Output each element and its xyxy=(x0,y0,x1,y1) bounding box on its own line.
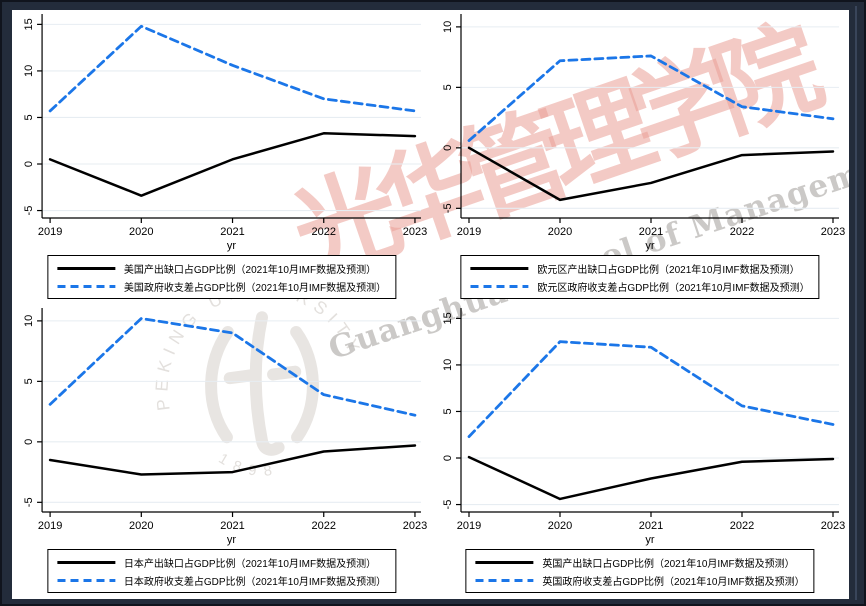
chart-japan: -5 0 5 10 2019 2020 2021 2022 2023 yr 日本产出缺口占GDP比… xyxy=(12,304,431,599)
legend-label-output-gap: 欧元区产出缺口占GDP比例（2021年10月IMF数据及预测） xyxy=(537,264,800,276)
svg-text:2022: 2022 xyxy=(730,520,754,532)
legend-label-output-gap: 美国产出缺口占GDP比例（2021年10月IMF数据及预测） xyxy=(123,264,377,276)
legend-label-fiscal-balance: 英国政府收支差占GDP比例（2021年10月IMF数据及预测） xyxy=(542,576,805,588)
svg-text:2021: 2021 xyxy=(639,226,663,238)
svg-text:2022: 2022 xyxy=(730,226,754,238)
svg-text:10: 10 xyxy=(23,65,35,77)
legend-row: 欧元区政府收支差占GDP比例（2021年10月IMF数据及预测） xyxy=(470,278,810,294)
svg-text:-5: -5 xyxy=(442,500,454,510)
svg-text:2023: 2023 xyxy=(403,520,428,532)
svg-text:2021: 2021 xyxy=(220,520,245,532)
legend-row: 英国政府收支差占GDP比例（2021年10月IMF数据及预测） xyxy=(475,572,805,588)
uk-legend: 英国产出缺口占GDP比例（2021年10月IMF数据及预测） 英国政府收支差占G… xyxy=(465,549,815,593)
svg-text:2020: 2020 xyxy=(548,226,572,238)
solid-line-sample xyxy=(56,266,115,270)
legend-label-output-gap: 日本产出缺口占GDP比例（2021年10月IMF数据及预测） xyxy=(123,558,377,570)
svg-text:-5: -5 xyxy=(23,497,35,507)
svg-text:0: 0 xyxy=(442,145,454,151)
legend-row: 英国产出缺口占GDP比例（2021年10月IMF数据及预测） xyxy=(475,554,804,570)
figure-canvas: PEKING UNIVERSITY 1898 光华管理学院 Guanghua S… xyxy=(12,10,849,599)
svg-text:2020: 2020 xyxy=(129,520,154,532)
svg-text:10: 10 xyxy=(23,315,35,327)
dashed-line-sample xyxy=(56,284,115,288)
svg-text:15: 15 xyxy=(23,18,35,30)
us-legend: 美国产出缺口占GDP比例（2021年10月IMF数据及预测） 美国政府收支差占G… xyxy=(46,255,397,299)
legend-row: 日本政府收支差占GDP比例（2021年10月IMF数据及预测） xyxy=(56,572,387,588)
dashed-line-sample xyxy=(56,578,115,582)
legend-row: 日本产出缺口占GDP比例（2021年10月IMF数据及预测） xyxy=(56,554,386,570)
chart-grid: -5 0 5 10 15 2019 2020 2021 2022 2023 yr 美国产出缺口占GD… xyxy=(12,10,849,599)
legend-label-fiscal-balance: 美国政府收支差占GDP比例（2021年10月IMF数据及预测） xyxy=(123,282,387,294)
legend-row: 美国产出缺口占GDP比例（2021年10月IMF数据及预测） xyxy=(56,260,386,276)
svg-text:2021: 2021 xyxy=(220,226,245,238)
solid-line-sample xyxy=(470,266,529,270)
eurozone-legend: 欧元区产出缺口占GDP比例（2021年10月IMF数据及预测） 欧元区政府收支差… xyxy=(460,255,820,299)
chart-eurozone: -5 0 5 10 2019 2020 2021 2022 2023 yr 欧元区产出缺口占GDP… xyxy=(431,10,849,304)
eurozone-plot-area: -5 0 5 10 2019 2020 2021 2022 2023 yr xyxy=(442,14,845,252)
dashed-line-sample xyxy=(475,578,534,582)
legend-row: 美国政府收支差占GDP比例（2021年10月IMF数据及预测） xyxy=(56,278,387,294)
legend-row: 欧元区产出缺口占GDP比例（2021年10月IMF数据及预测） xyxy=(470,260,809,276)
frame-edge-highlight xyxy=(855,6,857,600)
svg-text:2019: 2019 xyxy=(38,520,63,532)
legend-label-fiscal-balance: 欧元区政府收支差占GDP比例（2021年10月IMF数据及预测） xyxy=(537,282,810,294)
svg-text:5: 5 xyxy=(442,408,454,414)
dashed-line-sample xyxy=(470,284,529,288)
svg-text:10: 10 xyxy=(442,21,454,33)
svg-text:2020: 2020 xyxy=(548,520,572,532)
japan-legend: 日本产出缺口占GDP比例（2021年10月IMF数据及预测） 日本政府收支差占G… xyxy=(46,549,397,593)
solid-line-sample xyxy=(475,560,534,564)
svg-text:2023: 2023 xyxy=(821,226,845,238)
svg-text:yr: yr xyxy=(645,534,655,546)
svg-text:2022: 2022 xyxy=(311,520,336,532)
svg-text:yr: yr xyxy=(645,240,655,252)
svg-text:2023: 2023 xyxy=(403,226,428,238)
svg-text:0: 0 xyxy=(23,161,35,167)
chart-us: -5 0 5 10 15 2019 2020 2021 2022 2023 yr 美国产出缺口占GD… xyxy=(12,10,431,304)
svg-text:2019: 2019 xyxy=(457,226,481,238)
uk-plot-area: -5 0 5 10 15 2019 2020 2021 2022 2023 yr xyxy=(442,308,845,546)
svg-text:5: 5 xyxy=(23,378,35,384)
us-plot-area: -5 0 5 10 15 2019 2020 2021 2022 2023 yr xyxy=(23,14,428,252)
svg-text:5: 5 xyxy=(442,84,454,90)
japan-plot-area: -5 0 5 10 2019 2020 2021 2022 2023 yr xyxy=(23,308,428,546)
legend-label-output-gap: 英国产出缺口占GDP比例（2021年10月IMF数据及预测） xyxy=(542,558,795,570)
svg-text:2019: 2019 xyxy=(457,520,481,532)
svg-text:2019: 2019 xyxy=(38,226,63,238)
svg-text:0: 0 xyxy=(442,455,454,461)
svg-text:2023: 2023 xyxy=(821,520,845,532)
solid-line-sample xyxy=(56,560,115,564)
svg-text:yr: yr xyxy=(227,240,237,252)
svg-text:yr: yr xyxy=(227,534,237,546)
svg-text:2021: 2021 xyxy=(639,520,663,532)
chart-uk: -5 0 5 10 15 2019 2020 2021 2022 2023 yr 英国产出缺口占GD… xyxy=(431,304,849,599)
svg-text:2020: 2020 xyxy=(129,226,154,238)
svg-text:-5: -5 xyxy=(442,203,454,213)
svg-text:2022: 2022 xyxy=(311,226,336,238)
svg-text:10: 10 xyxy=(442,359,454,371)
legend-label-fiscal-balance: 日本政府收支差占GDP比例（2021年10月IMF数据及预测） xyxy=(123,576,387,588)
svg-text:15: 15 xyxy=(442,312,454,324)
svg-text:5: 5 xyxy=(23,114,35,120)
svg-text:0: 0 xyxy=(23,439,35,445)
svg-text:-5: -5 xyxy=(23,206,35,216)
